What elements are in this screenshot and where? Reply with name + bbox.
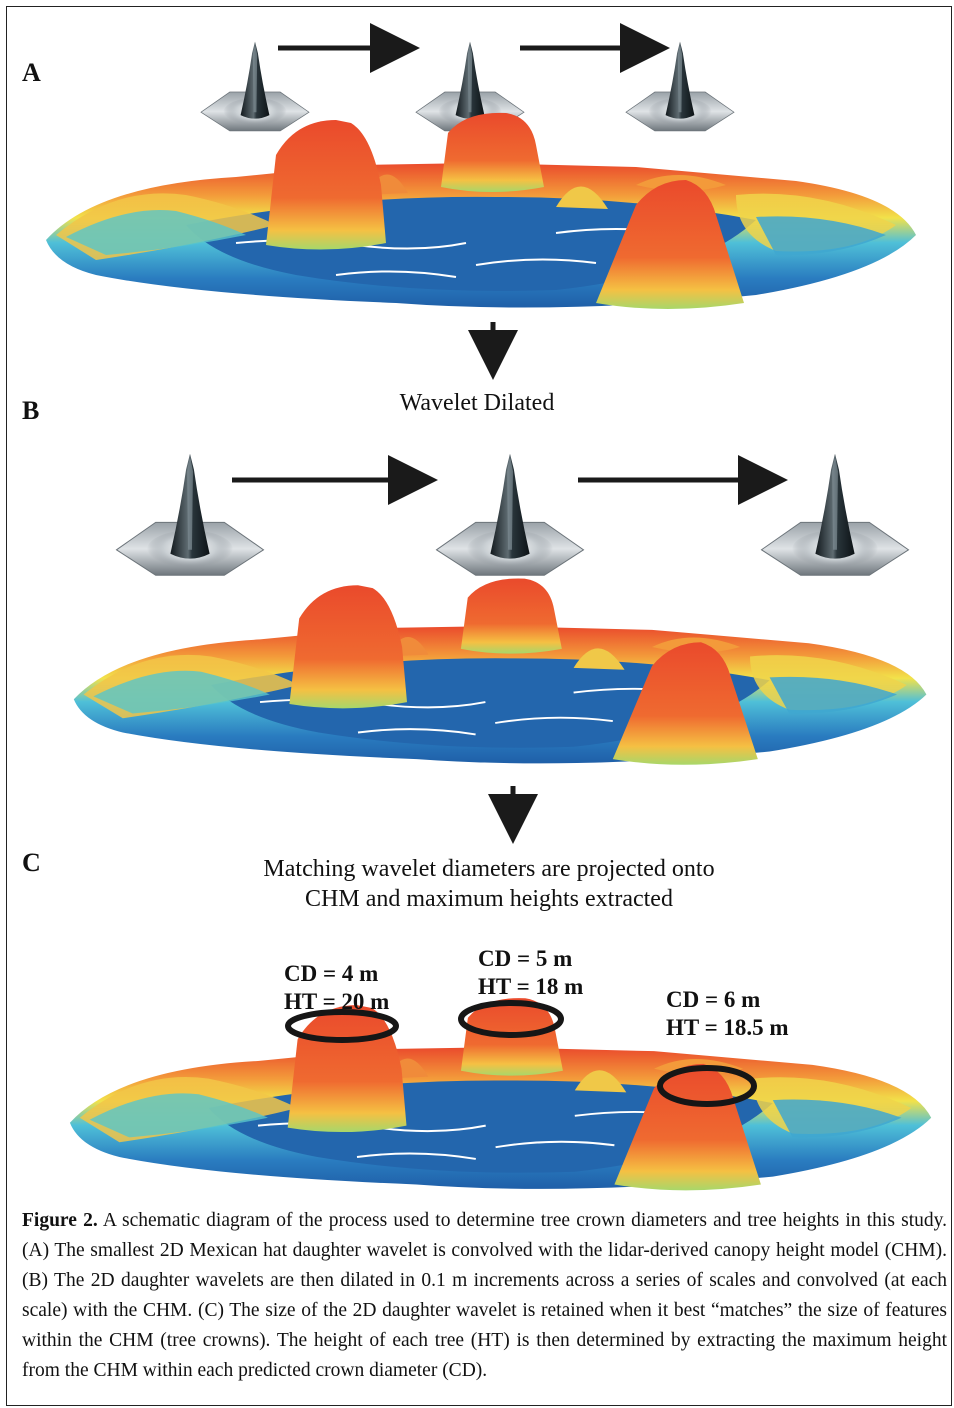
chm-a (45, 111, 917, 310)
annotation-tree-2: CD = 5 m HT = 18 m (478, 945, 583, 1001)
wavelet-b3 (761, 453, 909, 576)
chm-c (68, 997, 933, 1192)
step-label-projected-1: Matching wavelet diameters are projected… (263, 856, 715, 882)
crown-diameter-label: CD = 5 m (478, 946, 573, 971)
chm-b (72, 577, 928, 766)
figure-caption: Figure 2. A schematic diagram of the pro… (22, 1206, 947, 1386)
tree-height-label: HT = 18 m (478, 974, 584, 999)
wavelet-b1 (116, 453, 264, 576)
annotation-tree-1: CD = 4 m HT = 20 m (284, 960, 389, 1016)
crown-ellipse-icon (285, 1009, 399, 1043)
crown-ellipse-icon (458, 1000, 564, 1038)
step-label-dilated: Wavelet Dilated (399, 390, 555, 416)
caption-text: A schematic diagram of the process used … (22, 1210, 947, 1381)
panel-label-b: B (22, 396, 40, 425)
tree-height-label: HT = 20 m (284, 989, 390, 1014)
step-label-projected-2: CHM and maximum heights extracted (305, 886, 673, 912)
figure-frame (6, 6, 952, 1406)
crown-diameter-label: CD = 4 m (284, 961, 379, 986)
tree-height-label: HT = 18.5 m (666, 1015, 789, 1040)
panel-label-a: A (22, 58, 41, 87)
crown-diameter-label: CD = 6 m (666, 987, 761, 1012)
wavelet-b2 (436, 453, 584, 576)
crown-ellipse-icon (657, 1065, 757, 1107)
annotation-tree-3: CD = 6 m HT = 18.5 m (666, 986, 789, 1042)
caption-label: Figure 2. (22, 1210, 98, 1231)
wavelet-a1 (200, 41, 310, 132)
wavelet-a3 (625, 41, 735, 132)
panel-label-c: C (22, 848, 41, 877)
